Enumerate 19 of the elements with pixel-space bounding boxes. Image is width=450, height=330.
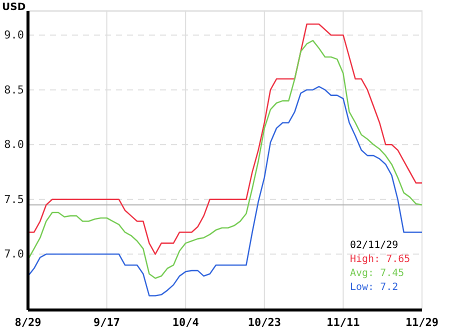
annotation: Avg: 7.45 [350,268,404,279]
line-series [27,86,423,296]
x-tick-label: 10/23 [248,316,281,329]
annotation: Low: 7.2 [350,282,398,293]
x-tick-label: 11/11 [326,316,360,329]
y-tick-label: 9.0 [4,28,24,42]
y-tick-label: 7.0 [4,248,24,261]
y-tick-label: 8.5 [4,83,24,96]
line-series [27,40,423,279]
annotation: 02/11/29 [350,240,398,251]
y-axis-title: USD [2,2,26,13]
x-tick-label: 9/17 [94,316,120,329]
y-tick-label: 7.5 [4,192,24,206]
y-tick-label: 8.0 [4,138,24,152]
x-tick-label: 11/29 [405,316,439,329]
line-series [27,23,423,255]
annotation: High: 7.65 [350,254,410,265]
x-tick-label: 10/4 [172,316,200,329]
x-tick-label: 8/29 [14,316,42,329]
